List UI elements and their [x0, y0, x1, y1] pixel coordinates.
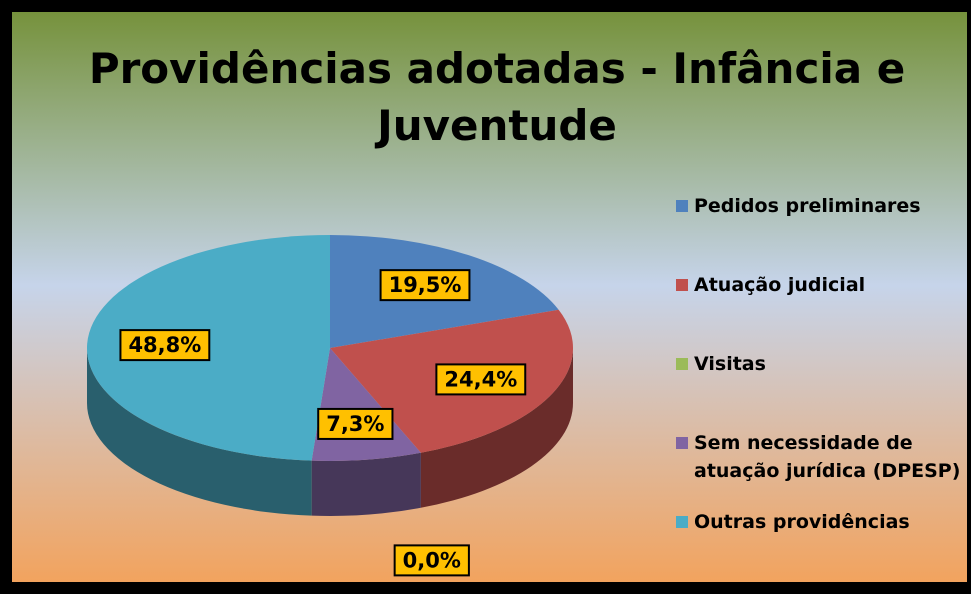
legend-swatch [676, 437, 688, 449]
legend: Pedidos preliminares Atuação judicial Visi… [676, 192, 966, 582]
data-label: 48,8% [119, 329, 211, 362]
data-label-text: 0,0% [403, 548, 461, 572]
data-label-text: 19,5% [389, 273, 462, 297]
legend-item: Visitas [676, 350, 966, 429]
pie-side [87, 348, 312, 516]
legend-label: Pedidos preliminares [694, 195, 921, 217]
plot: 19,5% 24,4% 0,0% 7,3% 48,8% [87, 235, 573, 577]
legend-label: Atuação judicial [694, 274, 866, 296]
data-label: 19,5% [379, 269, 471, 302]
pie-side [311, 452, 421, 516]
data-label: 7,3% [317, 407, 394, 440]
data-label: 24,4% [435, 363, 527, 396]
legend-item: Atuação judicial [676, 271, 966, 350]
data-label-text: 48,8% [128, 333, 201, 357]
data-label-box [435, 363, 527, 396]
legend-item: Pedidos preliminares [676, 192, 966, 271]
legend-label: Visitas [694, 353, 766, 375]
legend-item: Sem necessidade de atuação jurídica (DPE… [676, 429, 966, 508]
legend-label: Sem necessidade de atuação jurídica (DPE… [694, 432, 961, 482]
legend-swatch [676, 358, 688, 370]
data-label-box [317, 407, 394, 440]
legend-item: Outras providências [676, 508, 966, 582]
legend-label: Outras providências [694, 511, 910, 533]
chart-title: Providências adotadas - Infância e Juven… [88, 44, 906, 150]
data-label-box [393, 544, 470, 577]
pie-side [420, 348, 573, 508]
data-label-box [119, 329, 211, 362]
data-label: 0,0% [393, 544, 470, 577]
legend-swatch [676, 516, 688, 528]
data-label-text: 7,3% [326, 412, 384, 436]
legend-swatch [676, 200, 688, 212]
legend-swatch [676, 279, 688, 291]
data-label-text: 24,4% [444, 367, 517, 391]
data-label-box [379, 269, 471, 302]
